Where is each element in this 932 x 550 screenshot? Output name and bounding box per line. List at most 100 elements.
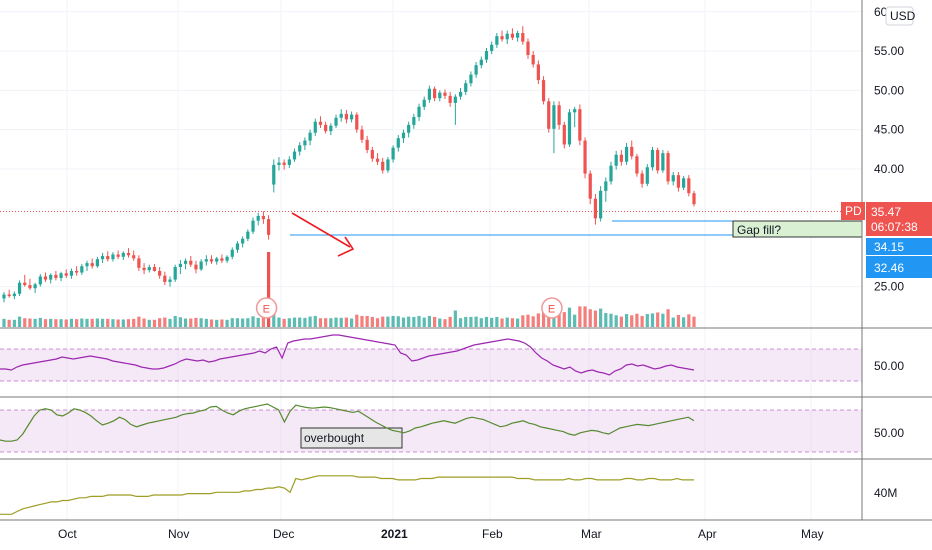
- candle-body: [329, 125, 333, 132]
- candle-body: [261, 215, 266, 220]
- volume-bar: [624, 314, 629, 327]
- earnings-marker[interactable]: [255, 297, 278, 319]
- volume-bar: [557, 311, 561, 327]
- candle-body: [578, 109, 582, 141]
- overbought-callout[interactable]: overbought: [300, 427, 403, 449]
- volume-bar: [412, 316, 416, 327]
- volume-bar: [562, 312, 566, 327]
- volume-bar: [95, 318, 99, 327]
- volume-bar: [469, 316, 473, 327]
- candle-body: [427, 88, 432, 100]
- volume-bar: [495, 316, 499, 327]
- time-axis[interactable]: Oct Nov Dec 2021 Feb Mar Apr May: [58, 527, 824, 541]
- volume-bar: [619, 316, 623, 327]
- volume-bar: [106, 318, 110, 327]
- candle-body: [599, 190, 603, 219]
- volume-bar: [69, 318, 74, 327]
- candle-body: [183, 260, 188, 264]
- candle-body: [209, 259, 214, 262]
- volume-bar: [500, 318, 504, 327]
- trend-arrow-head[interactable]: [337, 236, 355, 257]
- candle-body: [412, 117, 416, 125]
- time-label-oct: Oct: [58, 527, 77, 541]
- volume-bar: [432, 316, 437, 327]
- volume-bar: [604, 313, 608, 327]
- candle-body: [173, 267, 177, 280]
- trend-arrow[interactable]: [291, 212, 351, 248]
- candle-body: [593, 198, 598, 219]
- volume-bar: [220, 319, 224, 327]
- candle-body: [12, 293, 16, 297]
- candle-body: [661, 153, 665, 171]
- volume-bar: [516, 318, 520, 327]
- candle-body: [692, 193, 696, 205]
- candle-body: [121, 252, 125, 257]
- volume-bar: [137, 316, 141, 327]
- volume-bar: [173, 315, 177, 327]
- candle-body: [23, 282, 27, 286]
- volume-bar: [121, 319, 125, 327]
- volume-bar: [573, 314, 577, 327]
- candle-body: [28, 285, 32, 289]
- volume-bar: [536, 313, 540, 327]
- volume-bar: [355, 314, 359, 327]
- price-tick-label: 50.00: [874, 83, 904, 97]
- currency-button[interactable]: USD: [885, 6, 916, 26]
- volume-bar: [541, 311, 546, 327]
- earnings-marker[interactable]: [541, 297, 563, 319]
- volume-bar: [324, 318, 328, 327]
- volume-bar: [277, 317, 281, 327]
- volume-bar: [391, 315, 395, 327]
- candle-body: [349, 114, 354, 120]
- candle-body: [282, 162, 286, 165]
- candle-body: [241, 238, 245, 244]
- candle-body: [604, 181, 608, 191]
- candle-body: [292, 151, 297, 160]
- volume-bar: [2, 318, 6, 327]
- time-label-mar: Mar: [581, 527, 602, 541]
- candle-body: [215, 258, 219, 262]
- candle-body: [54, 274, 58, 279]
- volume-bar: [178, 317, 182, 327]
- candle-body: [246, 231, 250, 239]
- volume-bar: [645, 314, 649, 327]
- candle-body: [640, 173, 644, 184]
- volume-bar: [401, 317, 406, 327]
- volume-bar: [567, 307, 572, 327]
- gap-fill-callout[interactable]: Gap fill?: [732, 220, 863, 238]
- candle-body: [381, 161, 385, 171]
- candle-body: [308, 132, 312, 141]
- volume-bar: [583, 306, 587, 327]
- candle-body: [220, 258, 224, 261]
- volume-bar: [375, 318, 380, 327]
- candle-body: [614, 154, 618, 166]
- candle-body: [583, 140, 587, 174]
- volume-bar: [251, 316, 255, 327]
- volume-bar: [287, 318, 291, 327]
- candle-body: [132, 255, 136, 259]
- volume-bar: [204, 318, 208, 327]
- volume-bar: [661, 313, 665, 327]
- time-label-apr: Apr: [698, 527, 717, 541]
- candle-body: [178, 263, 182, 268]
- candle-body: [407, 124, 411, 133]
- candle-body: [69, 270, 74, 276]
- candle-body: [298, 145, 302, 152]
- candle-body: [536, 64, 540, 81]
- volume-bar: [474, 316, 478, 327]
- candle-body: [531, 54, 535, 65]
- volume-bar: [152, 319, 157, 327]
- candle-body: [619, 154, 623, 162]
- price-tick-label: 55.00: [874, 44, 904, 58]
- candle-body: [85, 263, 89, 267]
- volume-bar: [490, 317, 494, 327]
- time-label-may: May: [801, 527, 824, 541]
- volume-bar: [116, 319, 120, 327]
- candle-body: [588, 173, 592, 199]
- volume-bar: [344, 317, 349, 327]
- volume-bar: [33, 318, 37, 327]
- candle-body: [401, 132, 406, 139]
- candle-body: [287, 159, 291, 165]
- volume-bar: [282, 318, 286, 327]
